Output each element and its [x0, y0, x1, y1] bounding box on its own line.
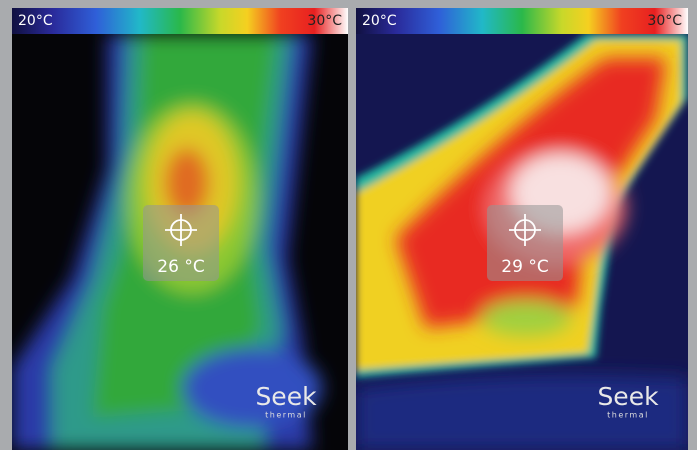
crosshair: [509, 214, 541, 246]
spot-reading: 26 °C: [157, 257, 204, 277]
temperature-scale: [12, 8, 348, 34]
scale-min: 20°C: [362, 13, 397, 29]
crosshair: [165, 214, 197, 246]
temperature-scale: [356, 8, 688, 34]
brand-sub: thermal: [265, 411, 307, 420]
scale-max: 30°C: [647, 13, 682, 29]
spot-reading: 29 °C: [501, 257, 548, 277]
scale-min: 20°C: [18, 13, 53, 29]
thermal-panel: 20°C 30°C 26 °C Seek thermal: [12, 8, 348, 450]
brand-sub: thermal: [607, 411, 649, 420]
thermal-panel: 20°C 30°C 29 °C Seek thermal: [356, 8, 688, 450]
brand: Seek: [255, 382, 317, 411]
brand: Seek: [597, 382, 659, 411]
scale-max: 30°C: [307, 13, 342, 29]
